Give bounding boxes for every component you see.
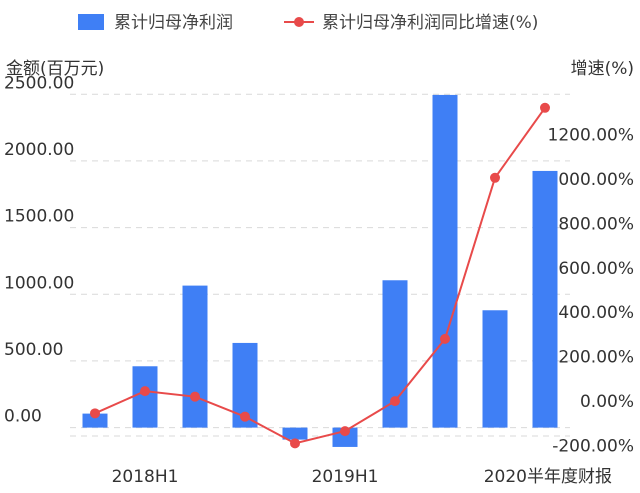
growth-point [490, 172, 500, 183]
x-axis-tick-label: 2019H1 [312, 467, 379, 487]
growth-line [94, 107, 546, 445]
left-axis-tick-label: 1500.00 [4, 207, 74, 227]
x-axis-tick-label: 2018H1 [112, 467, 179, 487]
right-axis-tick-label: 1200.00% [548, 125, 634, 145]
right-axis-title: 增速(%) [570, 59, 634, 79]
legend-line-label: 累计归母净利润同比增速(%) [322, 13, 539, 33]
chart-legend: 累计归母净利润 累计归母净利润同比增速(%) [0, 8, 640, 33]
left-axis-tick-label: 0.00 [4, 407, 42, 427]
right-axis-tick-label: 800.00% [558, 214, 634, 234]
growth-point [190, 391, 200, 402]
left-axis-tick-label: 2000.00 [4, 140, 74, 160]
bar [482, 310, 508, 428]
growth-point [390, 396, 400, 407]
growth-point [90, 408, 100, 419]
right-axis-tick-label: 0.00% [580, 392, 634, 412]
right-axis-tick-label: 1000.00% [548, 170, 634, 190]
left-axis-tick-label: 1000.00 [4, 273, 74, 293]
growth-point [140, 386, 150, 397]
right-axis-tick-label: 400.00% [558, 303, 634, 323]
legend-bar-label: 累计归母净利润 [114, 13, 233, 33]
bar [282, 427, 308, 440]
left-axis-tick-label: 2500.00 [4, 73, 74, 93]
legend-line-swatch [284, 14, 314, 30]
bar [182, 285, 208, 428]
right-axis-tick-label: 600.00% [558, 259, 634, 279]
legend-item-line[interactable]: 累计归母净利润同比增速(%) [284, 8, 538, 33]
bar [132, 366, 158, 428]
left-axis-title: 金额(百万元) [6, 59, 105, 79]
x-axis-tick-label: 2020半年度财报 [484, 467, 612, 487]
growth-point [540, 102, 550, 113]
growth-point [240, 411, 250, 422]
bar [82, 413, 108, 428]
growth-point [340, 426, 350, 437]
left-axis-tick-label: 500.00 [4, 340, 63, 360]
growth-point [290, 438, 300, 449]
legend-bar-swatch [78, 14, 104, 30]
bar [432, 94, 458, 428]
growth-point [440, 333, 450, 344]
bar [532, 170, 558, 428]
right-axis-tick-label: 200.00% [558, 348, 634, 368]
right-axis-tick-label: -200.00% [552, 437, 634, 457]
legend-item-bar[interactable]: 累计归母净利润 [78, 8, 233, 33]
